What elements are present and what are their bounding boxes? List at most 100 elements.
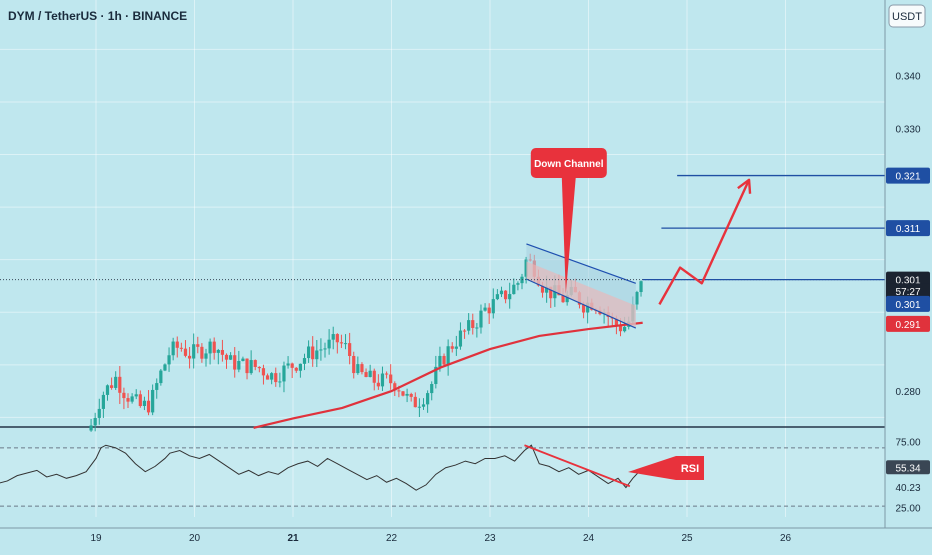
candle-body [130, 396, 134, 402]
candle-body [282, 365, 286, 382]
price-badge-label: 0.301 [895, 300, 920, 311]
candle-body [171, 341, 175, 356]
candle-body [426, 393, 430, 405]
candle-body [163, 364, 167, 371]
candle-body [524, 259, 528, 277]
candle-body [159, 370, 163, 384]
candle-body [200, 346, 204, 359]
candle-body [286, 363, 290, 366]
candle-body [315, 350, 319, 360]
currency-label: USDT [892, 11, 922, 23]
candle-body [93, 417, 97, 426]
candle-body [151, 389, 155, 413]
candle-body [97, 408, 101, 418]
candle-body [290, 363, 294, 368]
candle-body [306, 346, 311, 359]
candle-body [101, 394, 105, 409]
candle-body [257, 366, 261, 369]
candle-body [343, 343, 348, 345]
candle-body [372, 370, 376, 383]
candle-body [175, 341, 179, 348]
price-badge-label: 0.291 [895, 320, 920, 331]
rsi-badge [886, 460, 930, 475]
chart-title: DYM / TetherUS · 1h · BINANCE [8, 9, 187, 23]
candle-body [409, 393, 413, 397]
candle-body [204, 353, 208, 359]
candle-body [495, 294, 499, 300]
price-badge [886, 283, 930, 300]
candle-body [331, 334, 335, 340]
candle-body [233, 355, 237, 370]
candle-body [274, 373, 278, 383]
candle-body [623, 326, 627, 332]
candle-body [146, 400, 151, 413]
time-tick-label: 26 [780, 533, 792, 544]
price-tick-label: 0.280 [895, 387, 920, 398]
candle-body [384, 373, 389, 375]
candle-body [614, 318, 619, 326]
candle-body [352, 355, 356, 374]
candle-body [138, 394, 142, 407]
candle-body [311, 346, 315, 360]
candle-body [114, 376, 118, 388]
candle-body [380, 373, 385, 387]
candle-body [212, 341, 216, 353]
time-tick-label: 25 [681, 533, 693, 544]
candle-body [118, 376, 122, 393]
rsi-pane: RSI [0, 426, 932, 507]
candle-body [471, 320, 475, 328]
candle-body [339, 342, 344, 344]
candle-body [364, 372, 368, 378]
candle-body [167, 355, 171, 365]
time-tick-label: 20 [189, 533, 201, 544]
candle-body [360, 364, 364, 373]
candle-body [462, 330, 467, 332]
candle-body [508, 294, 512, 300]
candle-body [397, 390, 401, 392]
candle-body [265, 375, 270, 380]
price-axis-background [885, 0, 932, 528]
rsi-line [0, 444, 644, 491]
candle-body [540, 285, 545, 293]
currency-button[interactable]: USDT [888, 4, 926, 28]
candle-body [475, 327, 479, 329]
candle-body [249, 360, 253, 374]
candle-body [105, 385, 110, 395]
candle-body [294, 367, 298, 371]
candle-body [229, 355, 233, 360]
price-badge [886, 315, 930, 332]
rsi-tick-label: 25.00 [895, 503, 920, 514]
price-tick-label: 0.340 [895, 72, 920, 83]
price-badge-label: 0.301 [895, 276, 920, 287]
projection-arrowhead [737, 178, 752, 194]
rsi-callout [628, 456, 704, 480]
candle-body [487, 307, 491, 314]
candle-body [270, 373, 274, 380]
rsi-divergence-line [524, 444, 631, 488]
rsi-tick-label: 75.00 [895, 437, 920, 448]
candle-body [253, 360, 257, 367]
candle-body [142, 400, 147, 407]
price-badge [886, 295, 930, 312]
candle-body [187, 355, 192, 359]
candle-body [434, 366, 438, 385]
down-channel-callout [530, 148, 607, 178]
candle-body [438, 355, 442, 367]
candle-body [450, 346, 454, 349]
candle-body [376, 382, 380, 387]
candle-body [446, 346, 450, 365]
channel-upper-line [526, 243, 636, 284]
candle-body [393, 383, 397, 391]
time-tick-label: 24 [583, 533, 595, 544]
candle-body [278, 381, 282, 383]
channel-fill-lower [526, 261, 636, 329]
candle-body [220, 349, 225, 355]
candle-body [368, 370, 372, 378]
rsi-badge-label: 40.23 [895, 483, 920, 494]
rsi-badge-label: 55.34 [895, 463, 920, 474]
candle-body [348, 343, 352, 356]
grid-layer [0, 0, 885, 517]
